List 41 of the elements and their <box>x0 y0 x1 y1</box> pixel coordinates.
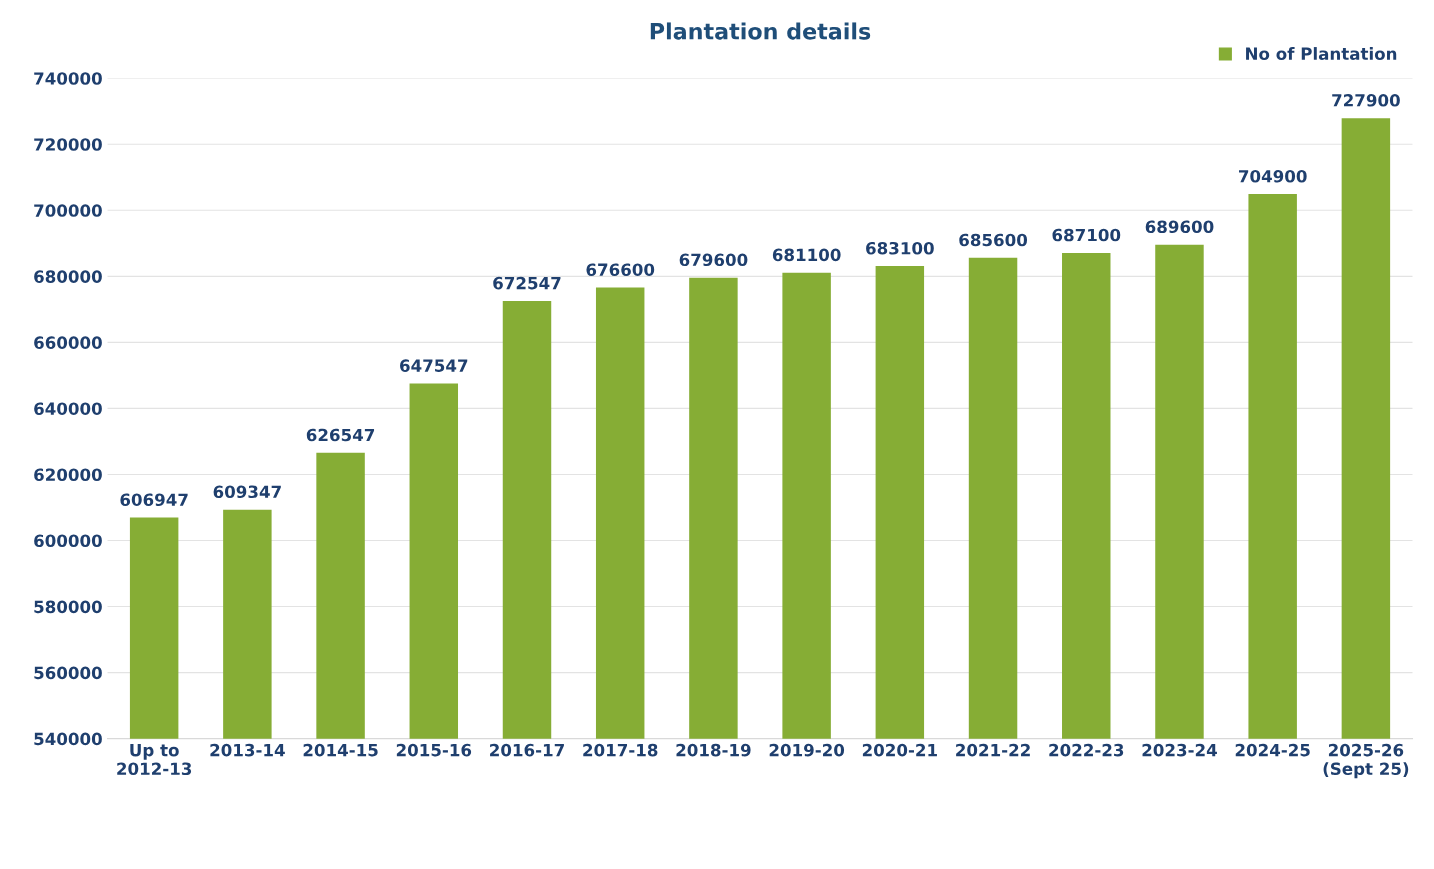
y-tick-label: 600000 <box>34 534 102 548</box>
data-label: 609347 <box>213 485 281 499</box>
data-label: 606947 <box>120 493 188 507</box>
y-tick-label: 720000 <box>34 138 102 151</box>
y-tick-label: 560000 <box>34 666 102 680</box>
data-label: 676600 <box>586 263 655 277</box>
data-label: 647547 <box>400 359 468 372</box>
x-tick-label: 2025-26 (Sept 25) <box>1323 743 1409 779</box>
x-tick-label: 2021-22 <box>956 743 1030 757</box>
y-tick-label: 680000 <box>34 270 102 283</box>
x-tick-label: 2016-17 <box>490 743 564 757</box>
data-label: 689600 <box>1145 220 1214 234</box>
y-tick-label: 660000 <box>34 336 102 349</box>
y-tick-label: 740000 <box>34 72 102 85</box>
x-tick-label: 2020-21 <box>862 743 937 757</box>
y-tick-label: 620000 <box>34 468 102 482</box>
x-tick-label: Up to 2012-13 <box>117 744 192 776</box>
x-tick-label: 2013-14 <box>210 743 285 757</box>
data-label: 626547 <box>306 428 375 442</box>
x-tick-label: 2015-16 <box>396 743 472 757</box>
data-label: 727900 <box>1332 94 1400 107</box>
x-tick-label: 2022-23 <box>1049 743 1124 757</box>
y-tick-label: 580000 <box>34 600 102 614</box>
x-tick-label: 2024-25 <box>1235 743 1310 757</box>
chart-title: Plantation details <box>650 22 871 40</box>
x-tick-label: 2017-18 <box>583 743 658 757</box>
data-label: 681100 <box>772 248 841 262</box>
data-label: 683100 <box>866 241 934 255</box>
x-tick-label: 2014-15 <box>303 743 378 757</box>
data-label: 704900 <box>1239 169 1307 183</box>
data-label: 672547 <box>493 276 561 290</box>
data-label: 687100 <box>1052 228 1121 242</box>
x-tick-label: 2018-19 <box>676 743 751 757</box>
data-label: 679600 <box>679 253 748 267</box>
data-label: 685600 <box>959 233 1028 247</box>
x-tick-label: 2019-20 <box>769 743 845 757</box>
y-tick-label: 640000 <box>34 402 102 415</box>
legend-label: No of Plantation <box>1246 47 1397 60</box>
y-tick-label: 540000 <box>34 732 102 746</box>
x-tick-label: 2023-24 <box>1142 743 1217 757</box>
y-tick-label: 700000 <box>34 204 102 217</box>
